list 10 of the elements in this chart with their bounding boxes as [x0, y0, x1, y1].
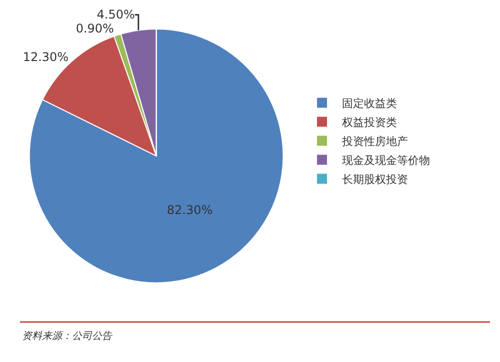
data-label: 0.90% — [76, 22, 114, 36]
legend-label: 权益投资类 — [341, 116, 397, 130]
data-label: 12.30% — [22, 50, 69, 64]
text: 资料来源：公司公告 — [22, 330, 113, 342]
legend-label: 投资性房地产 — [341, 135, 408, 148]
legend-label: 固定收益类 — [342, 97, 397, 110]
legend-label: 长期股权投资 — [342, 173, 408, 186]
legend-label: 现金及现金等价物 — [342, 154, 430, 168]
data-label: 82.30% — [166, 202, 213, 217]
data-label: 4.50% — [96, 8, 135, 22]
